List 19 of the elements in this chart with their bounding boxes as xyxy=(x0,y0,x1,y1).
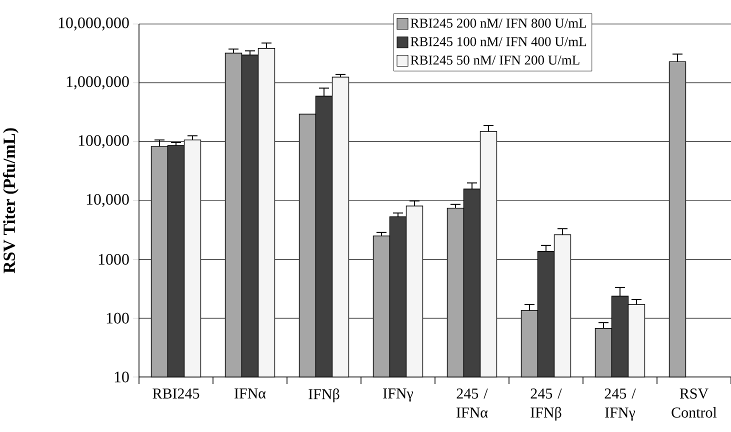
x-tick-label: IFNγ xyxy=(383,388,414,402)
y-tick-label: 1,000,000 xyxy=(66,76,129,90)
y-tick-label: 10,000 xyxy=(86,194,129,208)
legend-label: RBI245 200 nM/ IFN 800 U/mL xyxy=(410,18,586,28)
x-tick-label: 245 / IFNβ xyxy=(530,388,562,421)
y-tick-label: 100 xyxy=(106,312,129,324)
legend-label: RBI245 50 nM/ IFN 200 U/mL xyxy=(410,56,580,65)
x-tick-label: IFNβ xyxy=(308,388,340,402)
y-axis-title: RSV Titer (Pfu/mL) xyxy=(2,128,18,274)
y-tick-label: 100,000 xyxy=(78,135,129,148)
legend-label: RBI245 100 nM/ IFN 400 U/mL xyxy=(410,37,586,46)
y-tick-label: 10,000,000 xyxy=(58,17,129,31)
x-tick-label: RSV Control xyxy=(672,388,717,418)
y-tick-label: 1000 xyxy=(98,254,129,265)
y-tick-label: 10 xyxy=(114,372,129,382)
x-tick-label: IFNα xyxy=(234,388,266,398)
x-tick-label: 245 / IFNγ xyxy=(604,388,636,421)
x-tick-label: 245 / IFNα xyxy=(456,388,488,418)
x-tick-label: RBI245 xyxy=(152,388,200,399)
